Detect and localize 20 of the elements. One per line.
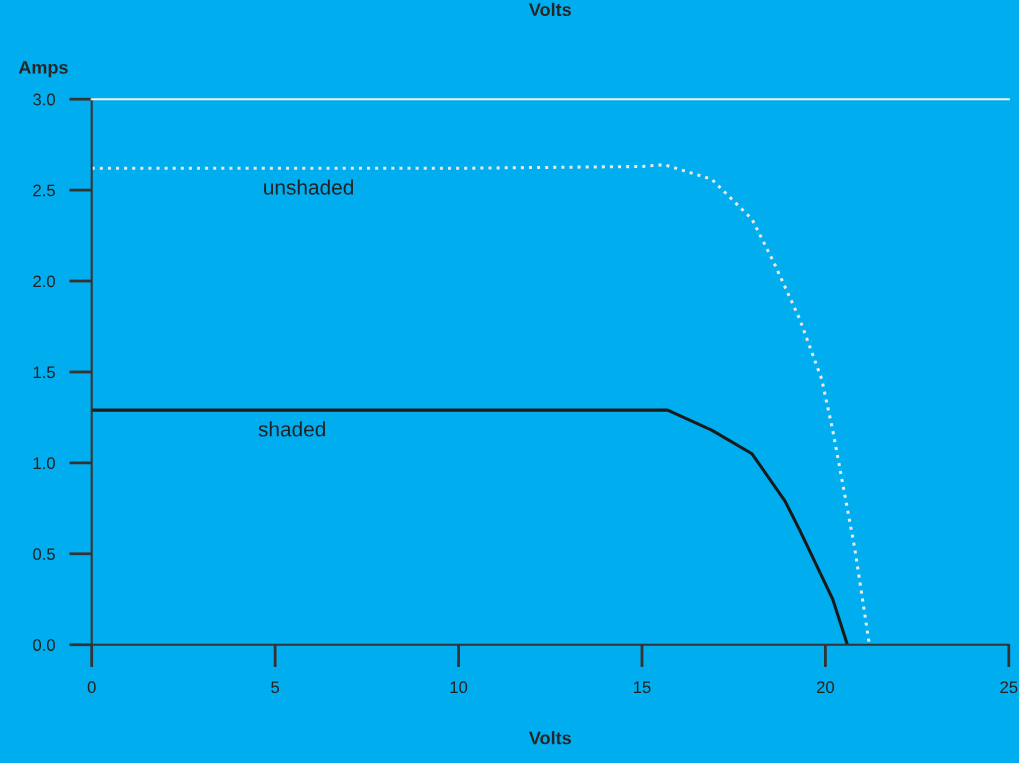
x-tick-label: 5 — [271, 681, 280, 694]
x-axis-title: Volts — [528, 731, 571, 745]
x-tick-label: 15 — [633, 681, 651, 694]
x-tick-label: 20 — [816, 681, 835, 694]
y-tick-label: 0.0 — [33, 639, 55, 651]
series-label: shaded — [258, 421, 325, 437]
line-series — [91, 408, 849, 645]
y-tick-label: 1.5 — [33, 366, 55, 379]
y-tick-label: 3.0 — [33, 93, 55, 106]
x-tick-label: 25 — [1000, 681, 1018, 694]
line-series — [91, 163, 871, 645]
chart-title: Volts — [528, 2, 571, 17]
y-tick-label: 2.5 — [33, 184, 55, 197]
series-label: unshaded — [264, 179, 353, 195]
y-tick-label: 0.5 — [33, 548, 55, 561]
y-tick-label: 2.0 — [33, 275, 55, 288]
y-axis-title: Amps — [18, 61, 68, 78]
x-tick-label: 10 — [450, 681, 468, 694]
x-tick-label: 0 — [87, 681, 96, 694]
y-tick-label: 1.0 — [33, 457, 55, 470]
